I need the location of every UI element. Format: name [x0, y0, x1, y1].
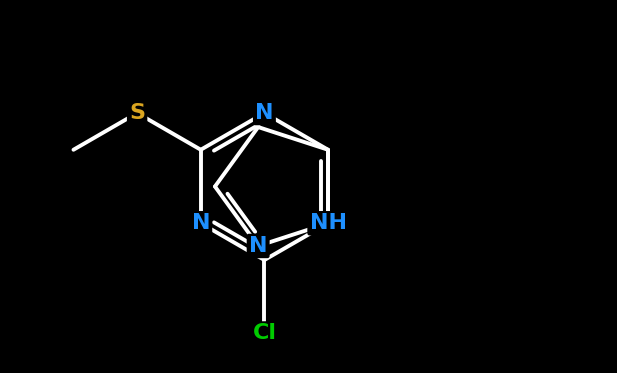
Text: Cl: Cl	[252, 323, 276, 344]
Text: S: S	[129, 103, 145, 123]
Text: NH: NH	[310, 213, 347, 233]
Text: N: N	[191, 213, 210, 233]
Text: N: N	[255, 103, 274, 123]
Text: N: N	[249, 236, 267, 256]
